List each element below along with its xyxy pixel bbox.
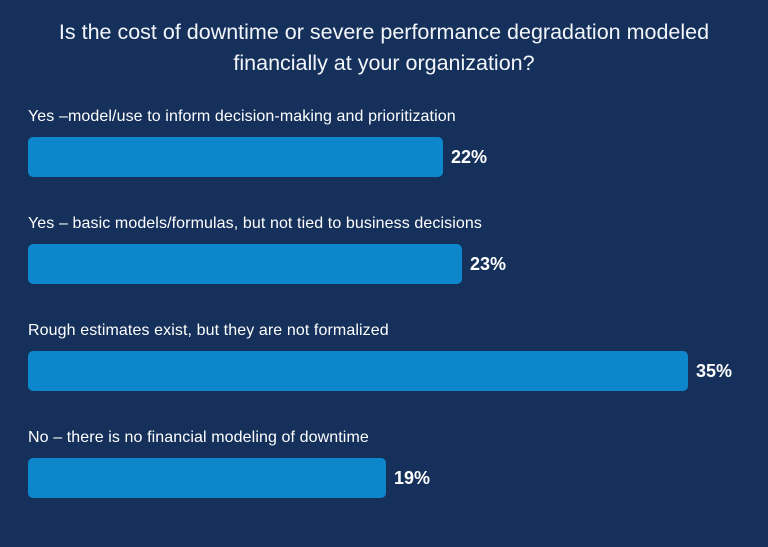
bar [28, 351, 688, 392]
bar [28, 137, 443, 178]
bar-rows: Yes –model/use to inform decision-making… [0, 108, 768, 499]
bar [28, 458, 386, 499]
bar-line: 35% [28, 351, 758, 392]
bar-row: Rough estimates exist, but they are not … [28, 322, 758, 392]
bar-value-label: 19% [394, 467, 431, 488]
bar-row: Yes –model/use to inform decision-making… [28, 108, 758, 178]
bar-line: 19% [28, 458, 758, 499]
bar-category-label: No – there is no financial modeling of d… [28, 429, 369, 447]
chart-title: Is the cost of downtime or severe perfor… [58, 20, 710, 75]
bar-category-label: Yes – basic models/formulas, but not tie… [28, 215, 482, 233]
bar-row: Yes – basic models/formulas, but not tie… [28, 215, 758, 285]
bar-row: No – there is no financial modeling of d… [28, 429, 758, 499]
bar-category-label: Yes –model/use to inform decision-making… [28, 108, 456, 126]
bar-line: 23% [28, 244, 758, 285]
bar-value-label: 35% [696, 360, 733, 381]
bar-category-label: Rough estimates exist, but they are not … [28, 322, 389, 340]
bar [28, 244, 462, 285]
bar-value-label: 23% [470, 253, 507, 274]
bar-line: 22% [28, 137, 758, 178]
bar-value-label: 22% [451, 146, 488, 167]
